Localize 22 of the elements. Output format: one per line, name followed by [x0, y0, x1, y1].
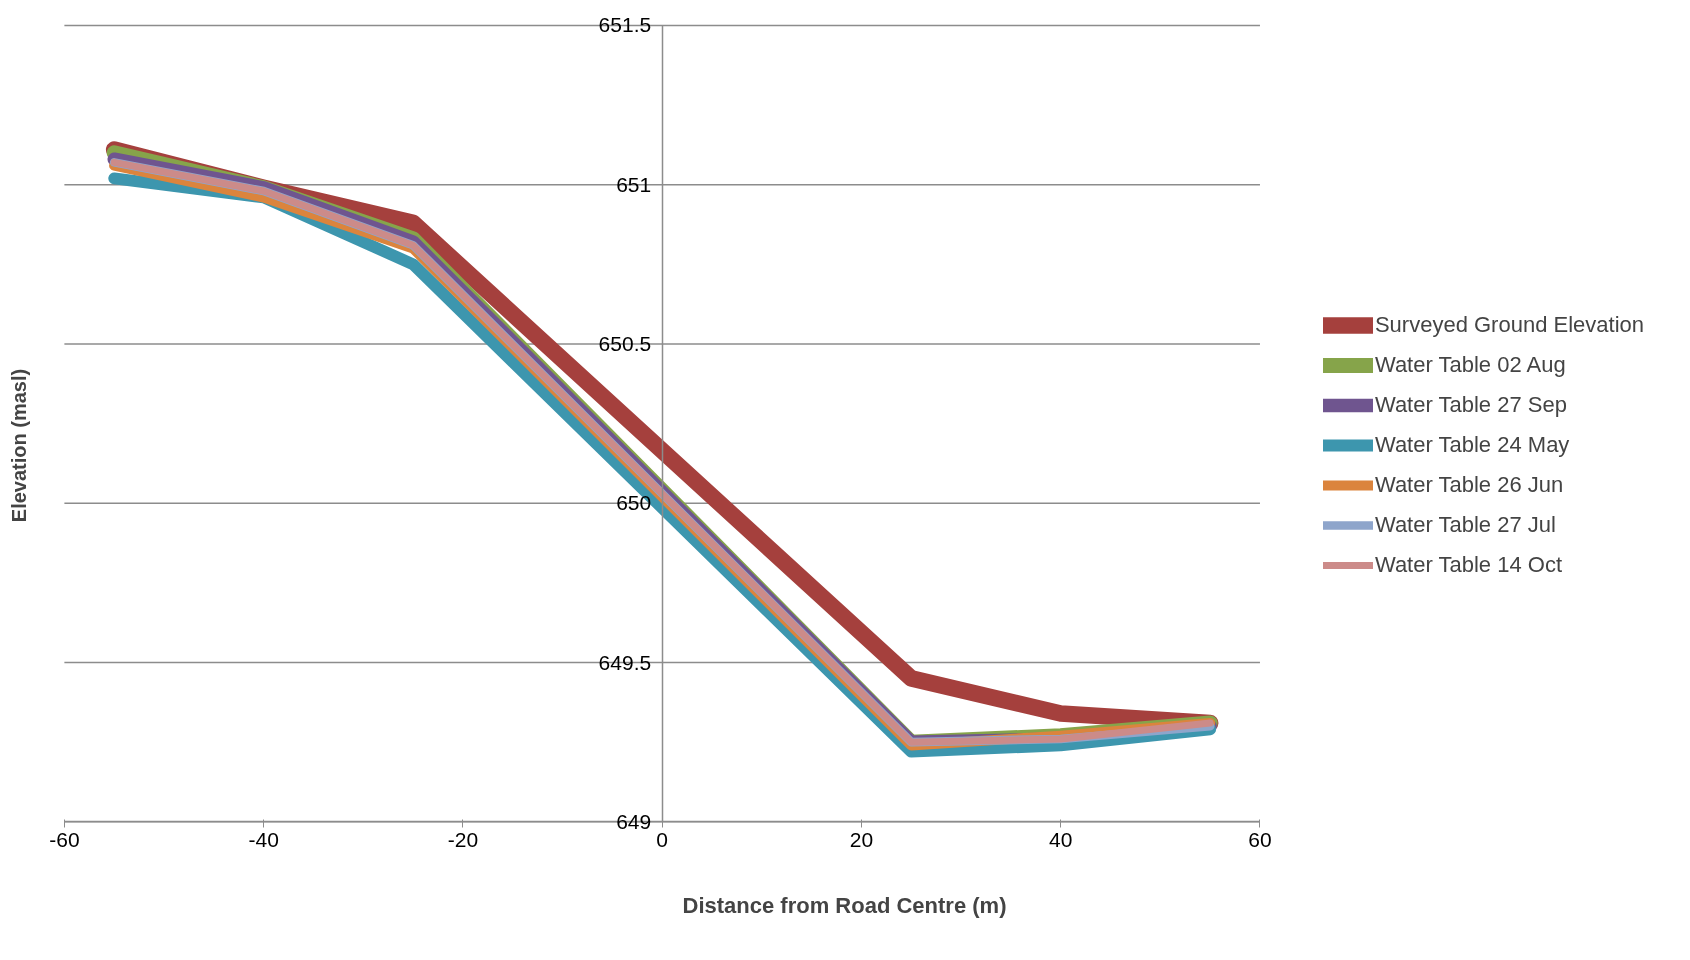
y-tick-label: 651.5 — [598, 13, 652, 37]
y-tick-label: 651 — [616, 172, 652, 196]
legend-label: Water Table 26 Jun — [1374, 472, 1564, 498]
x-axis-title: Distance from Road Centre (m) — [682, 892, 1007, 918]
y-axis-title: Elevation (masl) — [7, 368, 30, 523]
legend-label: Water Table 14 Oct — [1374, 552, 1563, 578]
x-tick-label: 0 — [656, 827, 669, 851]
y-tick-label: 649 — [616, 809, 652, 833]
legend-label: Water Table 02 Aug — [1374, 352, 1566, 378]
legend-label: Water Table 27 Jul — [1374, 512, 1556, 538]
x-tick-label: 40 — [1049, 827, 1073, 851]
x-tick-label: 20 — [849, 827, 874, 851]
x-tick-label: -60 — [49, 827, 80, 851]
y-tick-label: 649.5 — [598, 650, 652, 674]
x-tick-label: -40 — [248, 827, 279, 851]
legend-label: Surveyed Ground Elevation — [1374, 312, 1644, 338]
legend-label: Water Table 27 Sep — [1374, 392, 1567, 418]
x-tick-label: 60 — [1248, 827, 1272, 851]
y-tick-label: 650.5 — [598, 331, 652, 355]
legend-label: Water Table 24 May — [1374, 432, 1570, 458]
y-tick-label: 650 — [616, 491, 652, 515]
x-tick-label: -20 — [447, 827, 479, 851]
